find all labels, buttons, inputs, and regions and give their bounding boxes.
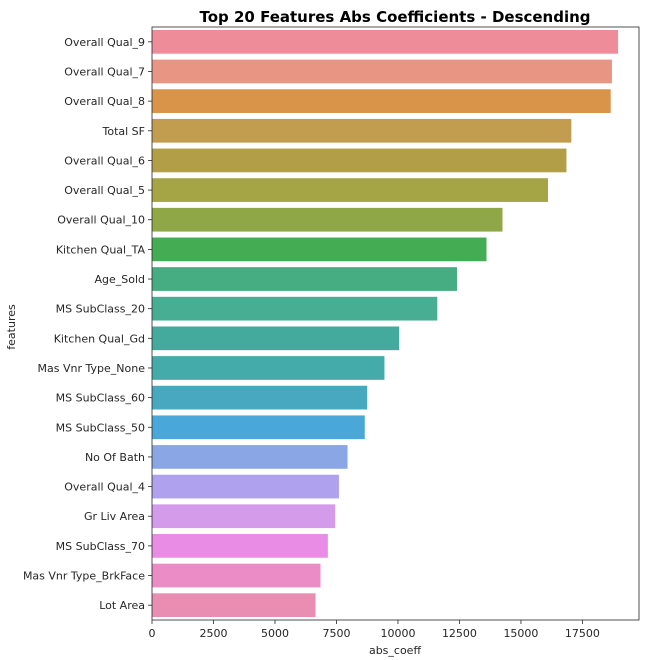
chart-title: Top 20 Features Abs Coefficients - Desce… [199, 8, 590, 26]
bar [152, 207, 503, 232]
y-tick-label: MS SubClass_70 [56, 540, 145, 553]
y-tick-label: Mas Vnr Type_None [38, 362, 146, 375]
bar [152, 474, 339, 499]
bar [152, 118, 572, 143]
bar [152, 563, 321, 588]
y-tick-label: Kitchen Qual_Gd [54, 332, 145, 345]
bar [152, 59, 612, 84]
bar [152, 89, 611, 113]
y-tick-labels: Overall Qual_9 Overall Qual_7 Overall Qual… [23, 36, 152, 612]
y-tick-label: MS SubClass_60 [56, 392, 145, 405]
x-axis-label: abs_coeff [369, 644, 421, 657]
x-tick-label: 2500 [199, 627, 227, 640]
bar [152, 445, 348, 469]
x-ticks: 0 2500 5000 7500 10000 12500 15000 17500 [149, 620, 600, 640]
bar [152, 504, 336, 529]
y-tick-label: Mas Vnr Type_BrkFace [23, 570, 145, 583]
bar [152, 415, 365, 440]
y-tick-label: Gr Liv Area [84, 510, 145, 523]
y-tick-label: Overall Qual_8 [64, 95, 145, 108]
y-tick-label: Lot Area [99, 599, 145, 612]
x-tick-label: 15000 [503, 627, 538, 640]
y-tick-label: Overall Qual_10 [57, 214, 145, 227]
bars-group [152, 29, 619, 618]
x-tick-label: 17500 [565, 627, 600, 640]
bar [152, 534, 328, 558]
bar [152, 593, 316, 618]
y-tick-label: Overall Qual_6 [64, 154, 145, 167]
x-tick-label: 7500 [322, 627, 350, 640]
x-tick-label: 5000 [261, 627, 289, 640]
y-tick-label: Overall Qual_4 [64, 481, 145, 494]
x-tick-label: 0 [149, 627, 156, 640]
y-tick-label: Overall Qual_5 [64, 184, 145, 197]
bar [152, 148, 567, 173]
bar [152, 29, 619, 54]
y-tick-label: Overall Qual_7 [64, 65, 145, 78]
plot-frame [151, 26, 640, 621]
bar [152, 356, 385, 380]
bar [152, 385, 368, 410]
y-axis-label: features [5, 304, 18, 350]
y-tick-label: No Of Bath [85, 451, 145, 464]
x-tick-label: 10000 [380, 627, 415, 640]
y-tick-label: Kitchen Qual_TA [56, 243, 146, 256]
bar [152, 178, 548, 202]
y-tick-label: Total SF [102, 125, 146, 138]
bar [152, 296, 438, 321]
y-tick-label: MS SubClass_20 [56, 303, 145, 316]
bar [152, 237, 487, 262]
bar [152, 326, 400, 351]
bar [152, 267, 457, 291]
y-tick-label: MS SubClass_50 [56, 421, 145, 434]
y-tick-label: Age_Sold [94, 273, 145, 286]
x-tick-label: 12500 [442, 627, 477, 640]
y-tick-label: Overall Qual_9 [64, 36, 145, 49]
